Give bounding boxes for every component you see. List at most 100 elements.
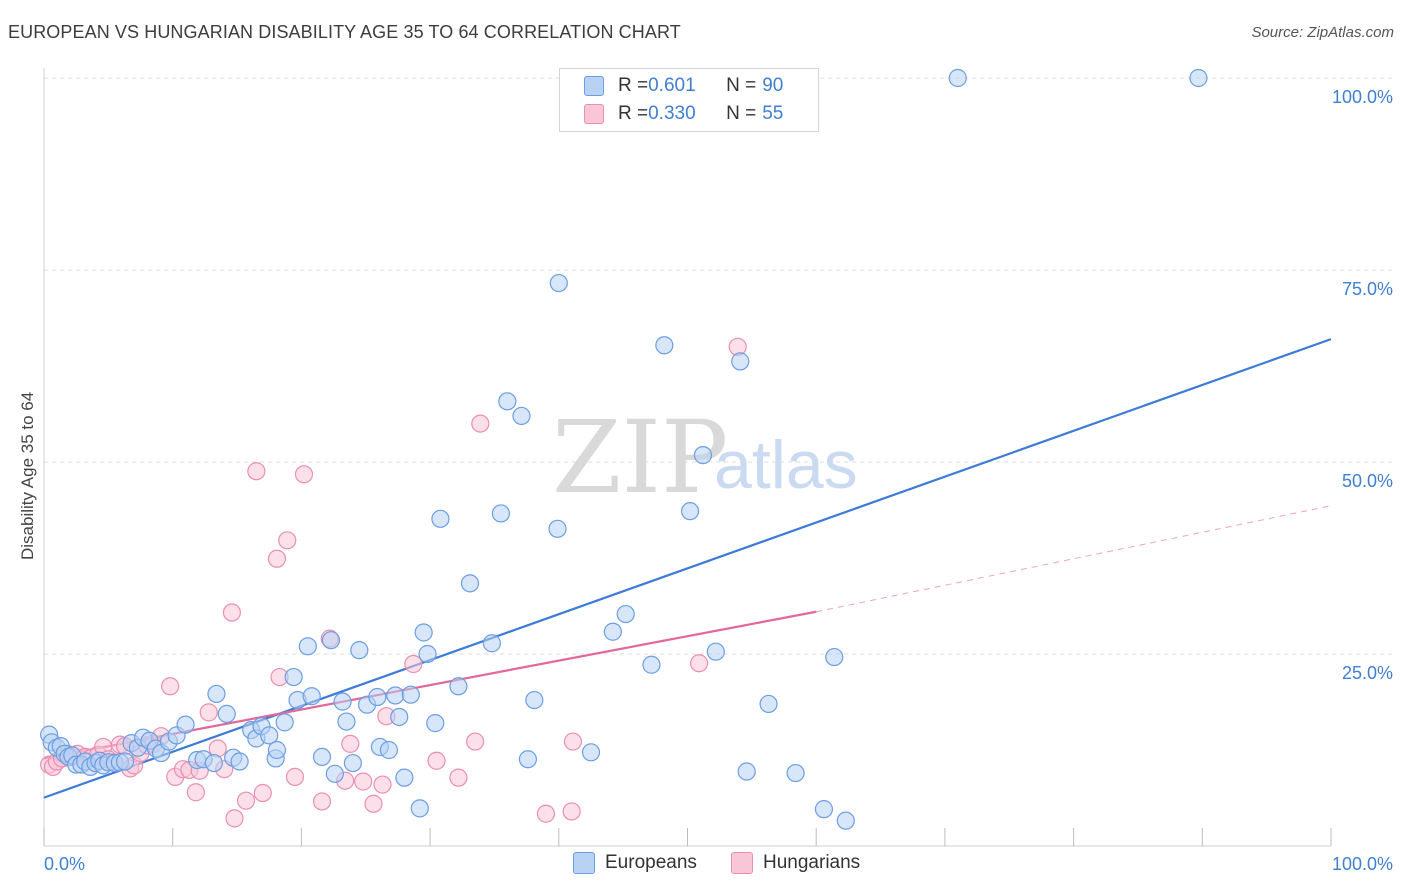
hungarian-point bbox=[225, 809, 244, 828]
european-point bbox=[343, 753, 362, 773]
bottom-legend: Europeans Hungarians bbox=[0, 852, 1406, 878]
european-point bbox=[498, 392, 517, 411]
hungarian-point bbox=[466, 732, 485, 751]
european-point bbox=[518, 750, 538, 769]
european-point bbox=[836, 811, 855, 830]
european-point bbox=[426, 714, 445, 733]
legend-row-hungarian: R = 0.330 N = 55 bbox=[584, 101, 783, 127]
hungarian-point bbox=[312, 792, 332, 811]
hungarian-point bbox=[536, 804, 556, 823]
european-point bbox=[379, 740, 399, 760]
european-point bbox=[449, 677, 468, 696]
european-point bbox=[642, 655, 661, 674]
hungarian-point bbox=[563, 732, 583, 751]
european-point bbox=[655, 336, 674, 355]
hungarian-point bbox=[222, 603, 242, 622]
european-point bbox=[414, 623, 433, 642]
hungarian-point bbox=[354, 772, 373, 791]
hungarian-point bbox=[267, 549, 287, 568]
european-point bbox=[737, 762, 756, 781]
hungarian-point bbox=[236, 791, 256, 810]
hungarian-trend-extension bbox=[816, 505, 1332, 613]
european-point bbox=[321, 631, 341, 650]
x-tick-label: 100.0% bbox=[1332, 854, 1393, 874]
european-point bbox=[395, 768, 414, 787]
european-point bbox=[512, 406, 531, 426]
source-label: Source: ZipAtlas.com bbox=[1251, 24, 1394, 41]
european-point bbox=[525, 690, 544, 710]
european-point bbox=[176, 715, 195, 734]
european-point bbox=[368, 687, 387, 707]
european-point bbox=[230, 752, 249, 771]
european-point bbox=[603, 622, 622, 641]
european-point bbox=[460, 574, 480, 593]
hungarian-point bbox=[427, 751, 446, 770]
y-tick-label: 25.0% bbox=[1342, 663, 1393, 683]
y-tick-label: 100.0% bbox=[1332, 87, 1393, 107]
hungarian-point bbox=[449, 768, 468, 787]
hungarian-point bbox=[471, 414, 490, 433]
european-point bbox=[1189, 68, 1208, 88]
european-point bbox=[207, 684, 226, 704]
hungarian-point bbox=[341, 734, 360, 753]
bottom-legend-european-label: Europeans bbox=[605, 852, 697, 873]
legend-n-value: 90 bbox=[762, 75, 784, 96]
european-point bbox=[298, 637, 317, 656]
hungarian-point bbox=[404, 654, 423, 674]
y-tick-label: 75.0% bbox=[1342, 279, 1393, 299]
legend-r-value: 0.601 bbox=[648, 75, 696, 96]
hungarian-point bbox=[253, 783, 272, 803]
bottom-legend-hungarian: Hungarians bbox=[731, 852, 860, 874]
hungarian-point bbox=[294, 465, 314, 484]
european-point bbox=[312, 747, 332, 767]
european-point bbox=[302, 687, 321, 706]
european-point bbox=[759, 694, 778, 714]
european-point bbox=[616, 604, 635, 624]
legend-n-label: N = bbox=[726, 75, 757, 96]
european-point bbox=[706, 642, 725, 661]
bottom-legend-hungarian-label: Hungarians bbox=[763, 852, 861, 873]
european-point bbox=[825, 647, 844, 667]
legend-r-label: R = bbox=[618, 103, 649, 124]
european-point bbox=[337, 712, 356, 731]
watermark-atlas: atlas bbox=[714, 427, 858, 503]
hungarian-point bbox=[247, 462, 266, 481]
hungarian-point bbox=[562, 802, 581, 821]
axes bbox=[43, 68, 1332, 847]
european-point bbox=[680, 502, 700, 521]
european-point bbox=[786, 763, 805, 783]
bottom-swatch-hungarian bbox=[731, 852, 753, 874]
hungarian-point bbox=[285, 767, 305, 786]
european-point bbox=[948, 68, 967, 88]
european-point bbox=[410, 799, 429, 818]
european-point bbox=[217, 704, 236, 724]
european-point bbox=[731, 352, 750, 371]
legend-r-value: 0.330 bbox=[648, 103, 696, 124]
european-point bbox=[491, 504, 510, 523]
european-point bbox=[814, 800, 834, 819]
european-point bbox=[693, 445, 713, 465]
bottom-swatch-european bbox=[573, 852, 595, 874]
european-point bbox=[260, 726, 279, 745]
european-point bbox=[482, 634, 501, 653]
legend-n-label: N = bbox=[726, 103, 757, 124]
hungarian-point bbox=[373, 775, 392, 794]
legend: R = 0.601 N = 90 R = 0.330 N = 55 bbox=[559, 68, 819, 132]
chart-title: EUROPEAN VS HUNGARIAN DISABILITY AGE 35 … bbox=[8, 22, 681, 42]
european-point bbox=[386, 686, 405, 705]
european-point bbox=[418, 644, 437, 664]
european-point bbox=[115, 752, 135, 771]
european-point bbox=[549, 273, 568, 293]
legend-row-european: R = 0.601 N = 90 bbox=[584, 73, 783, 99]
european-point bbox=[325, 764, 344, 783]
data-points bbox=[40, 68, 1208, 830]
european-point bbox=[284, 667, 303, 687]
european-point bbox=[401, 685, 420, 704]
bottom-legend-european: Europeans bbox=[573, 852, 697, 874]
hungarian-point bbox=[186, 783, 205, 802]
hungarian-point bbox=[278, 531, 297, 550]
european-point bbox=[581, 743, 601, 762]
european-point bbox=[431, 509, 450, 528]
hungarian-point bbox=[364, 794, 383, 813]
